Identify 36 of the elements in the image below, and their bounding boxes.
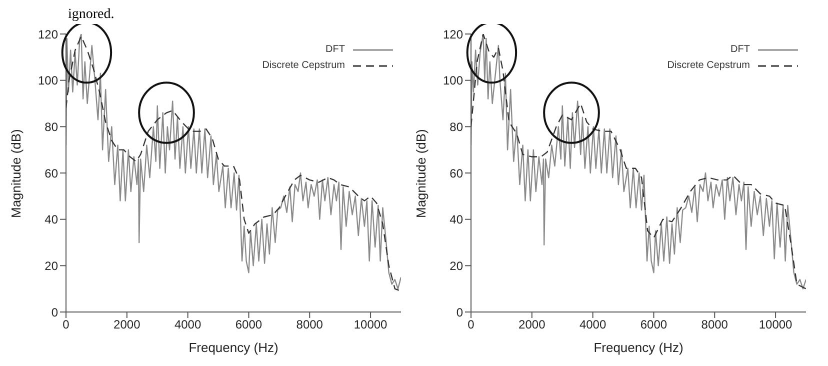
y-axis-title: Magnitude (dB) [414,129,429,218]
text: ignored. [68,7,114,22]
y-tick-label: 60 [44,166,58,180]
legend-label: Discrete Cepstrum [262,59,345,73]
x-tick-label: 8000 [296,318,324,332]
x-tick-label: 2000 [114,318,141,332]
y-tick-label: 0 [51,305,58,320]
x-tick-label: 8000 [701,318,728,332]
y-tick-label: 120 [442,27,464,42]
y-tick-label: 80 [450,120,464,134]
line-series [471,34,806,290]
y-tick-label: 40 [44,212,58,227]
y-tick-label: 20 [450,258,464,273]
y-axis-title: Magnitude (dB) [8,129,24,218]
x-tick-label: 6000 [235,318,262,332]
y-tick-label: 100 [38,74,58,88]
x-tick-label: 4000 [174,318,202,332]
y-tick-label: 20 [44,258,58,273]
x-tick-label: 10000 [758,318,793,332]
y-tick-label: 80 [44,120,58,134]
x-tick-label: 0 [62,318,70,332]
y-tick-label: 40 [450,212,464,227]
legend-label: DFT [730,43,750,57]
legend-label: Discrete Cepstrum [667,59,750,73]
y-tick-label: 120 [38,27,58,42]
x-tick-label: 0 [468,318,475,332]
y-tick-label: 0 [456,305,464,320]
x-tick-label: 2000 [518,318,546,332]
x-tick-label: 10000 [354,318,388,332]
y-tick-label: 60 [450,166,464,180]
x-tick-label: 4000 [579,318,606,332]
x-tick-label: 6000 [640,318,668,332]
y-tick-label: 100 [442,74,464,88]
legend-label: DFT [326,43,345,57]
x-axis-title: Frequency (Hz) [594,340,684,355]
x-axis-title: Frequency (Hz) [188,340,278,355]
